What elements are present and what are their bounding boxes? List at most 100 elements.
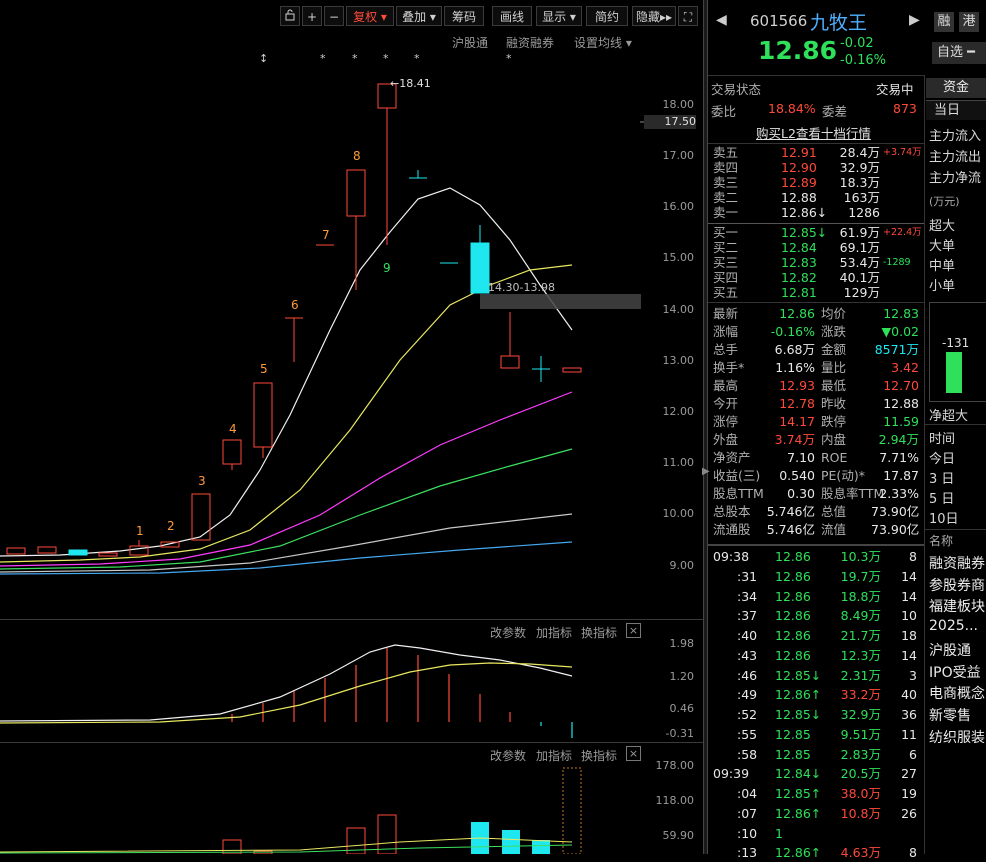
panel-splitter[interactable]	[703, 0, 708, 854]
next-stock-arrow-icon[interactable]: ▶	[909, 12, 920, 28]
prev-stock-arrow-icon[interactable]: ◀	[716, 12, 727, 28]
zixuan-dropdown[interactable]: 自选 ━	[932, 42, 986, 64]
event-marker[interactable]: *	[352, 52, 358, 65]
period-label[interactable]: 10日	[929, 512, 959, 527]
sub2-close-icon[interactable]: ×	[626, 746, 641, 761]
ask-row[interactable]: 卖三 12.89 18.3万	[711, 175, 919, 190]
ask-row[interactable]: 卖二 12.88 163万	[711, 190, 919, 205]
ask-label: 卖三	[713, 175, 739, 190]
sub1-close-icon[interactable]: ×	[626, 623, 641, 638]
bid-row[interactable]: 买四 12.82 40.1万	[711, 270, 919, 285]
event-marker[interactable]: *	[320, 52, 326, 65]
zoom-out-button[interactable]: −	[324, 6, 344, 26]
sub1-jiazhibiao[interactable]: 加指标	[536, 626, 573, 640]
period-label[interactable]: 5 日	[929, 492, 955, 507]
concept-item[interactable]: IPO受益	[929, 664, 981, 681]
tick-volume: 21.7万	[840, 628, 881, 643]
concept-item[interactable]: 沪股通	[929, 642, 971, 659]
zoom-in-button[interactable]: +	[302, 6, 322, 26]
fullscreen-icon[interactable]: ⛶	[678, 6, 698, 26]
kline-panel[interactable]: + − 复权 ▾ 叠加 ▾ 筹码 画线 显示 ▾ 简约 隐藏▸▸ ⛶ 沪股通 融…	[0, 0, 703, 854]
ask-row[interactable]: 卖一 12.86↓ 1286	[711, 205, 919, 220]
chouma-button[interactable]: 筹码	[444, 6, 484, 26]
fuquan-label: 复权	[353, 10, 378, 24]
wave-num: 7	[322, 228, 330, 242]
rong-badge[interactable]: 融	[934, 12, 954, 32]
fund-bar-frame	[929, 302, 986, 402]
period-label[interactable]: 3 日	[929, 472, 955, 487]
ask-label: 卖二	[713, 190, 739, 205]
diejia-dropdown[interactable]: 叠加 ▾	[396, 6, 442, 26]
sub2-axis-label: 178.00	[655, 759, 695, 772]
sub1-gaicanshu[interactable]: 改参数	[490, 626, 527, 640]
tab-zijin[interactable]: 资金	[926, 78, 986, 98]
bid-volume: 40.1万	[839, 270, 880, 285]
ma-line-blue	[0, 541, 573, 575]
event-marker[interactable]: ↕	[259, 52, 269, 65]
bid-price: 12.83	[781, 255, 817, 270]
bid-row[interactable]: 买二 12.84 69.1万	[711, 240, 919, 255]
tick-price: 12.85↓	[775, 667, 822, 683]
down-candles	[68, 170, 550, 556]
event-marker[interactable]: *	[383, 52, 389, 65]
event-marker[interactable]: *	[506, 52, 512, 65]
sub2-jiazhibiao[interactable]: 加指标	[536, 749, 573, 763]
tick-volume: 10.3万	[840, 549, 881, 564]
macd-chart[interactable]	[0, 636, 645, 742]
collapse-arrow-icon[interactable]: ▶	[702, 466, 710, 477]
tick-time: :55	[737, 726, 758, 742]
weicha-label: 委差	[822, 104, 848, 119]
tick-time: :13	[737, 845, 758, 861]
sub2-gaicanshu[interactable]: 改参数	[490, 749, 527, 763]
l2-upgrade-link[interactable]: 购买L2查看十档行情	[756, 126, 871, 141]
hgt-label[interactable]: 沪股通	[452, 36, 489, 50]
weicha-value: 873	[893, 101, 917, 116]
tick-time: :10	[737, 825, 758, 841]
concept-item[interactable]: 融资融券	[929, 556, 985, 572]
concept-item[interactable]: 纺织服装	[929, 729, 985, 746]
concept-item[interactable]: 2025...	[929, 618, 978, 635]
tick-count: 18	[901, 628, 917, 643]
concept-item[interactable]: 电商概念	[929, 686, 985, 703]
tick-volume: 8.49万	[840, 608, 881, 624]
sub2-huanzhibiao[interactable]: 换指标	[581, 749, 618, 763]
candle	[470, 242, 490, 294]
tick-time: :58	[737, 746, 758, 762]
ma-setting-dropdown[interactable]: 设置均线 ▾	[574, 36, 632, 50]
ask-row[interactable]: 卖四 12.90 32.9万	[711, 160, 919, 175]
gang-badge[interactable]: 港	[959, 12, 979, 32]
concept-item[interactable]: 福建板块	[929, 599, 985, 616]
volume-chart[interactable]	[0, 760, 645, 854]
zhuli-in-label: 主力流入	[929, 129, 982, 144]
huaxian-button[interactable]: 画线	[492, 6, 532, 26]
xianshi-dropdown[interactable]: 显示 ▾	[536, 6, 582, 26]
bid-row[interactable]: 买五 12.81 129万	[711, 285, 919, 300]
ask-row[interactable]: 卖五 12.91 28.4万 +3.74万	[711, 145, 922, 160]
bid-row[interactable]: 买一 12.85↓ 61.9万 +22.4万	[711, 225, 922, 240]
stock-name: 九牧王	[810, 12, 868, 34]
concept-item[interactable]: 参股券商	[929, 577, 985, 594]
bid-row[interactable]: 买三 12.83 53.4万 -1289	[711, 255, 919, 270]
tab-dangri[interactable]: 当日	[926, 100, 986, 120]
wave-num: 3	[198, 474, 206, 488]
quote-row: 涨幅 -0.16% 涨跌 ▼0.02	[711, 323, 919, 341]
sub1-huanzhibiao[interactable]: 换指标	[581, 626, 618, 640]
event-marker[interactable]: *	[414, 52, 420, 65]
price-axis-label: 12.00	[662, 405, 695, 418]
tick-time: :37	[737, 608, 758, 624]
jianyue-button[interactable]: 简约	[586, 6, 628, 26]
yincang-button[interactable]: 隐藏▸▸	[632, 6, 676, 26]
tick-volume: 12.3万	[840, 647, 881, 663]
tick-time: :34	[737, 588, 758, 604]
tick-time: :46	[737, 667, 758, 683]
concept-item[interactable]: 新零售	[929, 707, 971, 724]
tick-time: :40	[737, 628, 758, 643]
divider	[708, 223, 924, 224]
candlestick-chart[interactable]	[0, 56, 645, 616]
tick-time: :31	[737, 568, 758, 584]
lock-icon[interactable]	[280, 6, 300, 26]
rzrq-label[interactable]: 融资融券	[506, 36, 555, 50]
fuquan-dropdown[interactable]: 复权 ▾	[346, 6, 394, 26]
period-label[interactable]: 今日	[929, 452, 956, 467]
quote-label: 总股本	[713, 504, 751, 519]
